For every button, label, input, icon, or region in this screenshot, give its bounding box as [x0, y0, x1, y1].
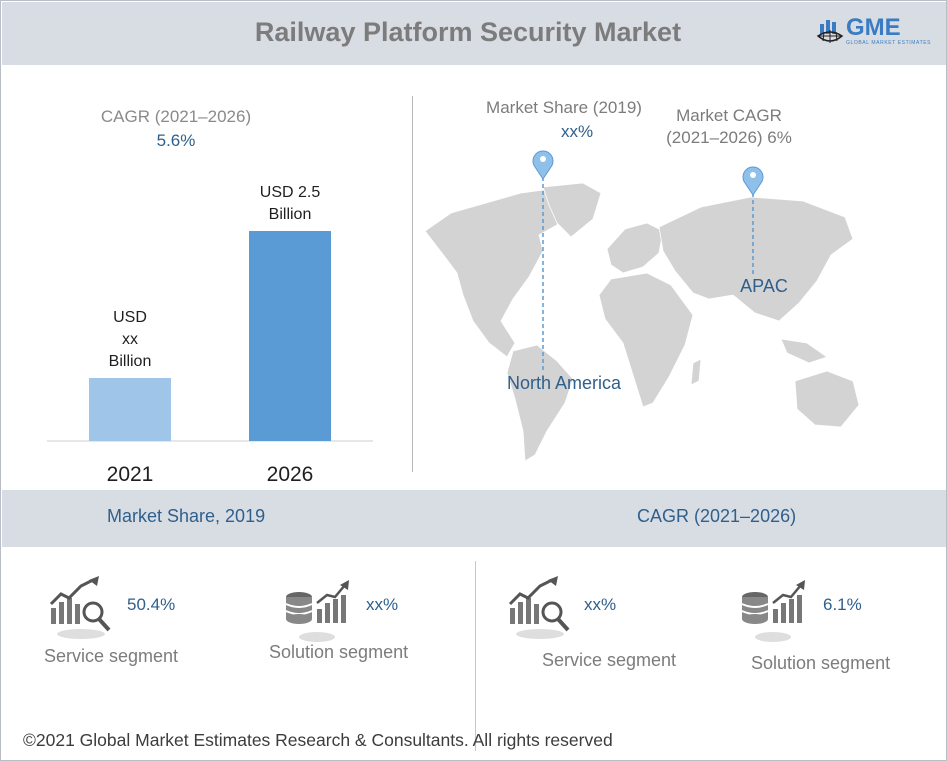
database-growth-icon	[285, 580, 349, 642]
logo-subtext: GLOBAL MARKET ESTIMATES	[846, 40, 932, 46]
pin1-label: Market Share (2019)	[486, 98, 642, 117]
stats-divider	[475, 561, 476, 751]
stat-value: xx%	[584, 595, 617, 614]
cagr-label: CAGR (2021–2026)	[100, 107, 252, 126]
market-share-heading: Market Share, 2019	[107, 506, 266, 526]
x-tick-label-2021: 2021	[107, 463, 154, 486]
africa-landmass	[598, 272, 694, 408]
gme-logo: GME GLOBAL MARKET ESTIMATES	[816, 14, 932, 50]
globe-icon	[816, 20, 844, 43]
cagr-heading: CAGR (2021–2026)	[637, 506, 797, 526]
world-map: Market Share (2019) xx% Market CAGR (202…	[424, 98, 860, 462]
bar-data-label-2021: USD xx Billion	[109, 309, 152, 370]
header-bar: Railway Platform Security Market GME GLO…	[2, 2, 946, 65]
stat-value: xx%	[366, 595, 399, 614]
stat-label: Solution segment	[269, 642, 409, 662]
cagr-value: 5.6%	[156, 131, 196, 150]
stat-value: 6.1%	[823, 595, 862, 614]
pin2-label-line2: (2021–2026) 6%	[666, 128, 792, 147]
asia-landmass	[658, 196, 854, 322]
bar-data-label-2026: USD 2.5 Billion	[260, 184, 321, 223]
stat-label: Service segment	[542, 650, 677, 670]
madagascar-landmass	[690, 358, 702, 386]
stat-label: Solution segment	[751, 653, 891, 673]
greenland-landmass	[542, 182, 602, 238]
growth-chart-magnifier-icon	[508, 576, 570, 639]
page-title: Railway Platform Security Market	[254, 17, 682, 47]
map-pin-apac	[742, 166, 764, 277]
growth-chart-magnifier-icon	[49, 576, 111, 639]
continents	[424, 182, 860, 462]
pin1-value: xx%	[561, 122, 593, 141]
north-america-landmass	[424, 188, 564, 358]
copyright-footer: ©2021 Global Market Estimates Research &…	[23, 730, 613, 750]
south-america-landmass	[506, 344, 574, 462]
section-band	[2, 490, 946, 547]
stat-value: 50.4%	[127, 595, 176, 614]
pin2-label-line1: Market CAGR	[676, 106, 782, 125]
x-tick-label-2026: 2026	[267, 463, 314, 486]
australia-landmass	[794, 370, 860, 428]
stat-label: Service segment	[44, 646, 179, 666]
vertical-divider	[412, 96, 413, 472]
bar-2021	[89, 378, 171, 441]
bar-2026	[249, 231, 331, 441]
logo-text: GME	[846, 14, 901, 41]
southeast-asia-islands	[780, 338, 828, 364]
database-growth-icon	[741, 580, 805, 642]
europe-landmass	[606, 222, 664, 274]
region-apac: APAC	[740, 276, 788, 296]
market-size-bar-chart: USD xx Billion 2021 USD 2.5 Billion 2026	[47, 184, 373, 486]
region-north-america: North America	[507, 373, 622, 393]
map-pin-north-america	[532, 150, 554, 371]
